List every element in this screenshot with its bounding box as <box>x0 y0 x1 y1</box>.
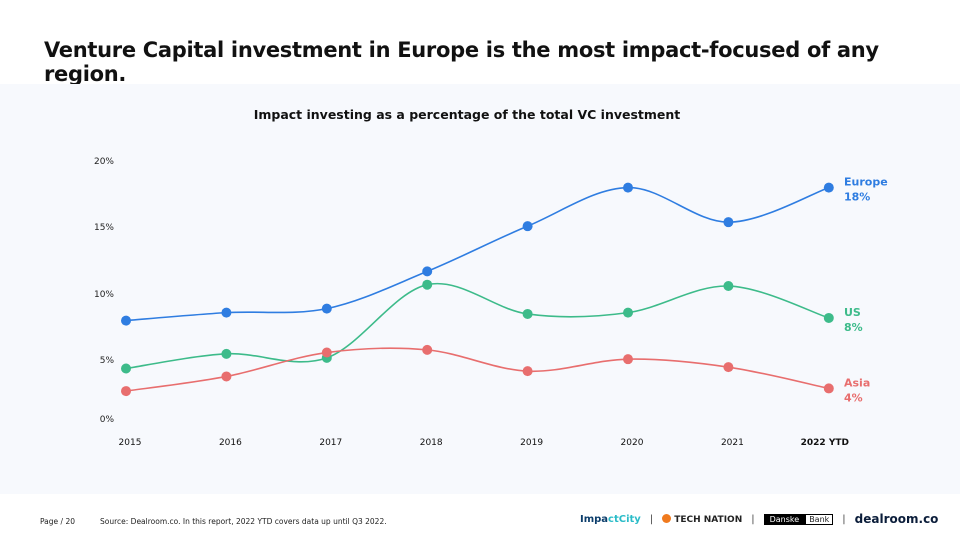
series-end-value: 8% <box>844 321 863 334</box>
series-line-europe <box>125 186 830 322</box>
series-line-asia <box>125 347 829 392</box>
data-point-europe <box>522 221 533 232</box>
x-tick-label: 2021 <box>721 438 744 448</box>
y-tick-label: 10% <box>94 290 114 300</box>
source-note: Source: Dealroom.co. In this report, 202… <box>100 517 387 526</box>
data-point-asia <box>522 366 533 377</box>
data-point-asia <box>623 354 633 365</box>
partner-logos: ImpactCity | TECH NATION | Danske Bank | … <box>580 512 939 526</box>
data-point-asia <box>321 347 332 358</box>
y-tick-label: 0% <box>100 415 115 425</box>
series-end-value: 18% <box>844 191 870 204</box>
series-end-value: 4% <box>844 391 863 404</box>
data-point-us <box>121 363 131 374</box>
impactcity-logo: ImpactCity <box>580 513 641 525</box>
data-point-asia <box>422 344 433 355</box>
x-tick-label: 2022 YTD <box>801 438 849 448</box>
y-tick-label: 20% <box>94 157 114 167</box>
data-point-asia <box>221 371 232 382</box>
data-point-us <box>823 312 834 323</box>
series-line-us <box>125 282 830 370</box>
data-point-asia <box>121 386 131 397</box>
page-number: Page / 20 <box>40 517 75 526</box>
data-point-asia <box>823 383 834 394</box>
series-label: US <box>844 306 861 319</box>
chart-title: Impact investing as a percentage of the … <box>253 107 681 122</box>
data-point-europe <box>823 182 834 193</box>
data-point-europe <box>422 266 433 277</box>
series-label: Asia <box>844 376 870 389</box>
data-point-us <box>623 307 633 318</box>
data-point-europe <box>121 315 131 326</box>
data-point-europe <box>321 303 332 314</box>
technation-logo: TECH NATION <box>662 513 742 525</box>
y-tick-label: 15% <box>94 223 114 233</box>
x-tick-label: 2018 <box>420 438 443 448</box>
data-point-europe <box>623 182 633 193</box>
x-tick-label: 2017 <box>319 438 342 448</box>
x-tick-label: 2019 <box>520 438 543 448</box>
x-tick-label: 2020 <box>621 438 644 448</box>
data-point-us <box>723 281 734 292</box>
danske-bank-logo: Danske Bank <box>763 513 834 525</box>
footer: Page / 20 Source: Dealroom.co. In this r… <box>0 512 960 532</box>
dealroom-logo: dealroom.co <box>854 512 939 526</box>
chart-panel <box>0 84 960 494</box>
x-tick-label: 2016 <box>219 438 242 448</box>
series-label: Europe <box>844 176 888 189</box>
data-point-asia <box>723 362 734 373</box>
data-point-europe <box>723 217 734 228</box>
data-point-us <box>221 348 232 359</box>
data-point-us <box>422 279 433 290</box>
page-title: Venture Capital investment in Europe is … <box>44 38 879 86</box>
y-tick-label: 5% <box>100 356 115 366</box>
x-tick-label: 2015 <box>119 438 142 448</box>
data-point-europe <box>221 307 232 318</box>
data-point-us <box>522 308 533 319</box>
